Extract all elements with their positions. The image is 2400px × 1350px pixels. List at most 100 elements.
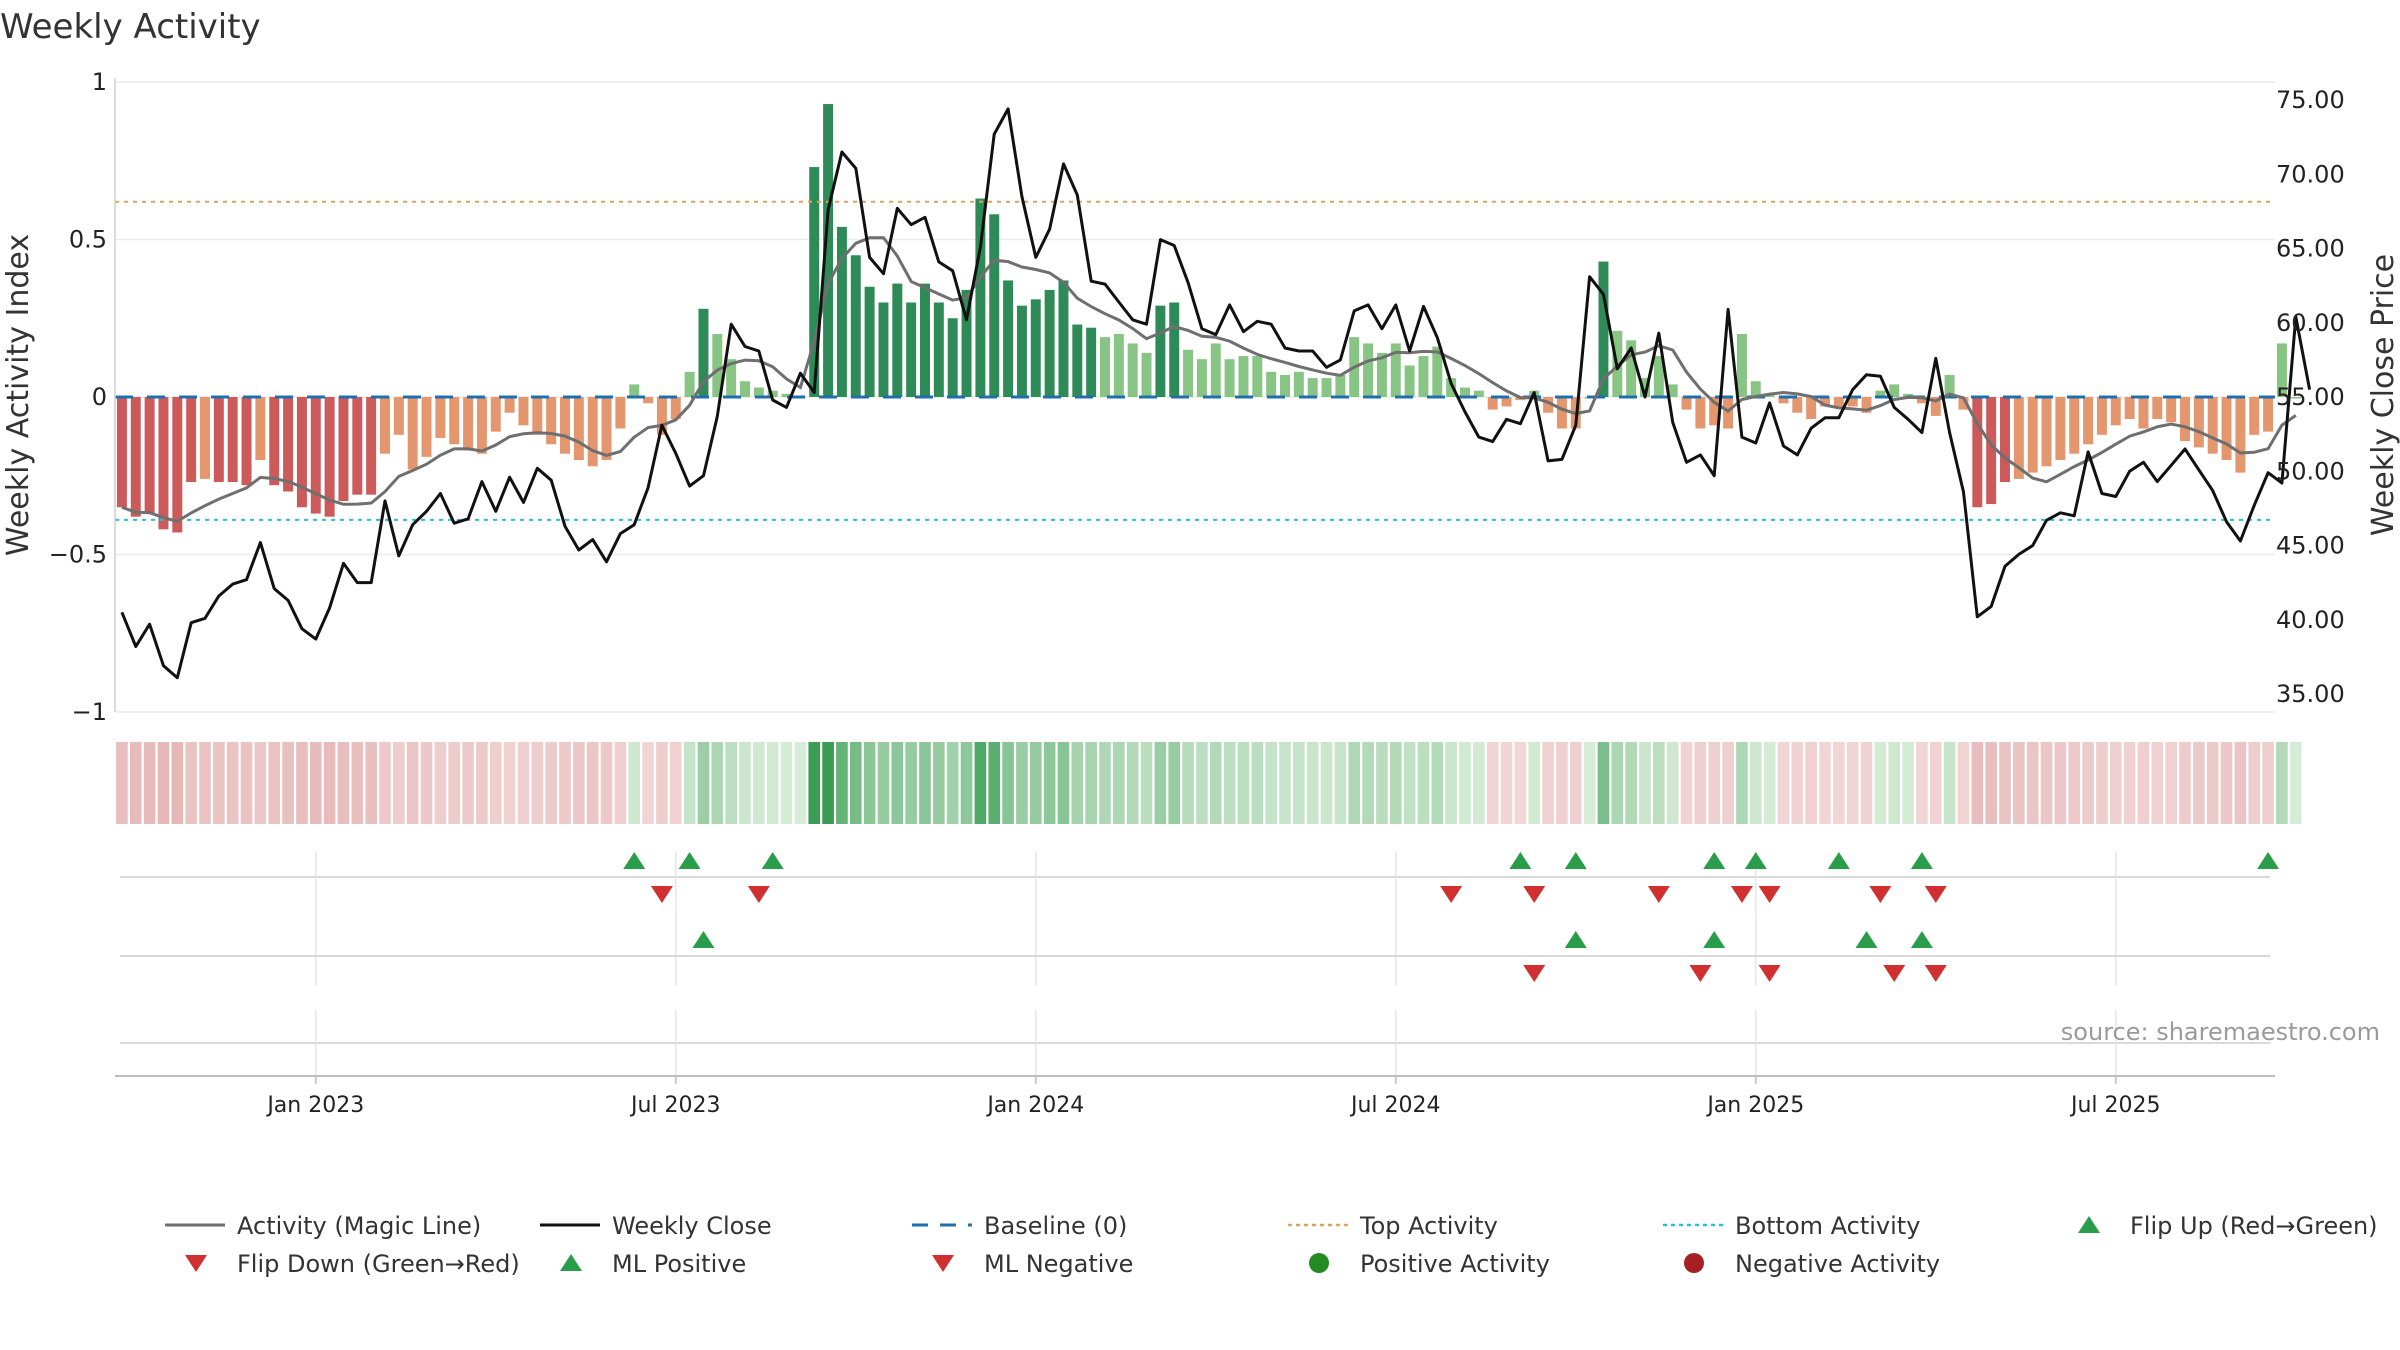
activity-bar [2193,397,2204,448]
activity-bar [823,104,834,398]
heat-strip-cell [725,742,737,824]
activity-bar [2138,397,2149,429]
heat-strip-cell [2068,742,2081,824]
flip-markers [623,852,2280,982]
heat-strip-cell [1528,742,1541,824]
activity-bar [1958,397,1969,410]
activity-bar [1224,359,1235,397]
heat-strip-cell [822,742,834,824]
activity-bar [2249,397,2260,435]
activity-bar [546,397,557,445]
heat-strip-cell [1002,742,1014,824]
activity-bar [1916,397,1927,404]
activity-bar [698,308,709,397]
legend-item: Bottom Activity [1663,1212,1920,1240]
activity-bar [1100,337,1110,397]
activity-bar [186,397,197,483]
activity-bar [1404,365,1415,397]
activity-bar [1806,397,1817,420]
heat-strip-cell [1666,742,1679,824]
activity-bar [200,397,210,479]
activity-bar [2110,397,2121,426]
heat-strip-cell [905,742,917,824]
y-tick-right-label: 35.00 [2276,680,2345,708]
ml-negative-marker [1883,965,1906,982]
legend-item: Flip Down (Green→Red) [185,1250,520,1278]
activity-bar [1030,299,1041,397]
heat-strip-cell [323,742,336,824]
heat-strip-cell [199,742,211,824]
flip-up-marker [623,852,646,869]
activity-bar [1363,343,1374,397]
y-tick-right-label: 45.00 [2276,532,2345,560]
heat-strip-cell [1293,742,1305,824]
legend-label: Flip Down (Green→Red) [237,1250,520,1278]
legend-swatch-triangle-up [2078,1216,2100,1233]
activity-bar [615,397,626,429]
legend-label: Top Activity [1359,1212,1498,1240]
heat-strip-cell [143,742,156,824]
grid-layer [115,81,2275,1075]
heat-strip-cell [1653,742,1665,824]
heat-strip-cell [226,742,239,824]
heat-strip-cell [254,742,267,824]
activity-bar [643,397,654,404]
legend-item: Activity (Magic Line) [165,1212,481,1240]
ml-positive-marker [1910,931,1933,948]
heat-strip-cell [1265,742,1277,824]
activity-bar [421,397,432,457]
heat-strip-cell [2109,742,2122,824]
heat-strip-cell [517,742,530,824]
heat-strip-cell [974,742,987,824]
activity-bar [989,214,1000,397]
activity-bar [656,397,667,435]
activity-bar [352,397,363,495]
heat-strip-cell [1417,742,1430,824]
ml-negative-marker [1758,965,1781,982]
activity-bar [116,397,127,508]
activity-bar [1210,343,1221,397]
activity-bar [504,397,515,413]
legend-item: Flip Up (Red→Green) [2078,1212,2378,1240]
heat-strip-cell [1113,742,1125,824]
heat-strip-cell [1459,742,1471,824]
activity-bar [684,371,695,397]
activity-bar [2166,397,2177,423]
activity-bar [380,397,390,454]
activity-bar [1640,378,1650,397]
activity-bar [2000,397,2010,483]
legend-swatch-triangle-up [560,1254,582,1271]
activity-bar [2096,397,2107,435]
flip-up-marker [1703,852,1726,869]
activity-bar [255,397,266,460]
activity-bar [1266,371,1277,397]
heat-strip-cell [1680,742,1693,824]
y-tick-left-label: 0.5 [69,226,107,254]
heat-strip-cell [1389,742,1402,824]
heat-strip-cell [946,742,959,824]
heat-strip-cell [1071,742,1084,824]
activity-bar [629,384,640,397]
heat-strip-cell [503,742,516,824]
y-tick-right-label: 60.00 [2276,309,2345,337]
ml-negative-marker [1523,965,1546,982]
activity-bar [753,387,764,397]
activity-bar [2069,397,2080,454]
activity-bar [1058,280,1069,397]
activity-bar [310,397,321,514]
activity-bar [2221,397,2232,460]
activity-bar [1016,305,1027,397]
activity-bar [2041,397,2052,467]
x-tick-label: Jul 2024 [1349,1093,1441,1118]
heat-strip-cell [1943,742,1956,824]
heat-strip-cell [780,742,793,824]
activity-bar [1847,397,1858,407]
activity-bar [1238,356,1249,397]
heat-strip-cell [2289,742,2302,824]
heat-strip-cell [739,742,751,824]
heat-strip-cell [753,742,765,824]
activity-bar [366,397,377,495]
activity-bar [1736,334,1747,397]
activity-bar [1086,327,1097,397]
